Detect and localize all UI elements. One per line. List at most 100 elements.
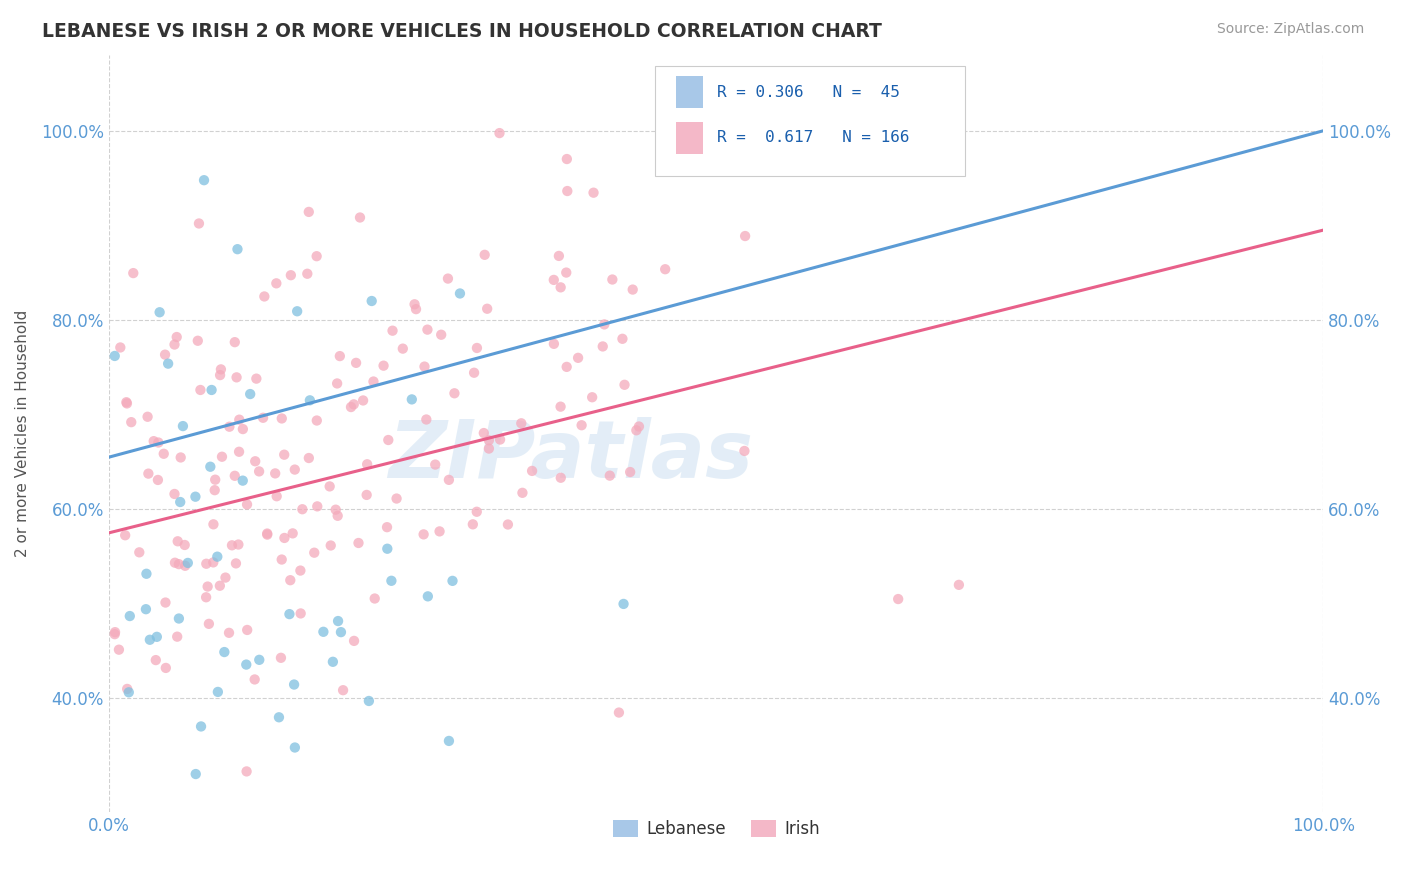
Point	[415, 412, 437, 426]
Point	[169, 495, 191, 509]
Point	[512, 485, 534, 500]
Point	[153, 348, 176, 362]
Point	[198, 616, 221, 631]
Point	[122, 266, 145, 280]
Point	[550, 471, 572, 485]
Point	[412, 527, 434, 541]
Point	[270, 650, 292, 665]
Point	[267, 710, 290, 724]
Point	[273, 448, 295, 462]
Point	[245, 371, 267, 385]
Point	[449, 286, 471, 301]
Point	[214, 571, 236, 585]
Point	[592, 339, 614, 353]
Point	[465, 341, 488, 355]
Point	[278, 607, 301, 621]
Point	[115, 681, 138, 696]
Point	[280, 268, 302, 283]
Point	[252, 410, 274, 425]
Point	[104, 349, 127, 363]
Point	[437, 734, 460, 748]
Point	[195, 557, 218, 571]
Point	[621, 283, 644, 297]
Point	[172, 419, 194, 434]
FancyBboxPatch shape	[676, 77, 703, 108]
Point	[627, 419, 650, 434]
Point	[343, 633, 366, 648]
Point	[329, 349, 352, 363]
Point	[104, 627, 127, 641]
Point	[243, 673, 266, 687]
Point	[489, 433, 512, 447]
Point	[173, 538, 195, 552]
Point	[364, 591, 387, 606]
Point	[599, 468, 621, 483]
Point	[284, 462, 307, 476]
FancyBboxPatch shape	[655, 67, 965, 177]
Point	[155, 596, 177, 610]
Point	[135, 566, 157, 581]
Text: LEBANESE VS IRISH 2 OR MORE VEHICLES IN HOUSEHOLD CORRELATION CHART: LEBANESE VS IRISH 2 OR MORE VEHICLES IN …	[42, 22, 882, 41]
Point	[555, 266, 578, 280]
Point	[475, 301, 498, 316]
Point	[441, 574, 464, 588]
Point	[284, 740, 307, 755]
Point	[543, 336, 565, 351]
Point	[197, 580, 219, 594]
Point	[232, 474, 254, 488]
Point	[380, 574, 402, 588]
Point	[325, 502, 347, 516]
Point	[297, 267, 319, 281]
Point	[326, 376, 349, 391]
Point	[613, 377, 636, 392]
Point	[405, 302, 427, 317]
Point	[465, 505, 488, 519]
Point	[202, 517, 225, 532]
Point	[474, 248, 496, 262]
Point	[278, 573, 301, 587]
Point	[228, 444, 250, 458]
Point	[114, 528, 136, 542]
Point	[430, 327, 453, 342]
Point	[581, 390, 603, 404]
Point	[375, 541, 398, 556]
Point	[148, 435, 170, 450]
Point	[298, 393, 321, 408]
Point	[209, 368, 232, 383]
Point	[593, 318, 616, 332]
Point	[232, 422, 254, 436]
Point	[247, 464, 270, 478]
Point	[488, 126, 510, 140]
Point	[356, 488, 378, 502]
Point	[152, 447, 174, 461]
Point	[582, 186, 605, 200]
Point	[207, 685, 229, 699]
Point	[356, 457, 378, 471]
Point	[218, 419, 240, 434]
Point	[654, 262, 676, 277]
Point	[193, 173, 215, 187]
Point	[115, 395, 138, 409]
Point	[305, 249, 328, 263]
Point	[208, 579, 231, 593]
Point	[228, 537, 250, 551]
Point	[437, 473, 460, 487]
Point	[619, 465, 641, 479]
Point	[416, 323, 439, 337]
Point	[948, 578, 970, 592]
Point	[547, 249, 569, 263]
Point	[174, 558, 197, 573]
Point	[550, 400, 572, 414]
Point	[343, 397, 366, 411]
Point	[270, 552, 292, 566]
Point	[200, 459, 222, 474]
Point	[202, 555, 225, 569]
Point	[319, 539, 342, 553]
Point	[404, 297, 426, 311]
Point	[290, 564, 312, 578]
Point	[567, 351, 589, 365]
Point	[385, 491, 408, 506]
Point	[373, 359, 395, 373]
Point	[270, 411, 292, 425]
Point	[142, 434, 165, 449]
